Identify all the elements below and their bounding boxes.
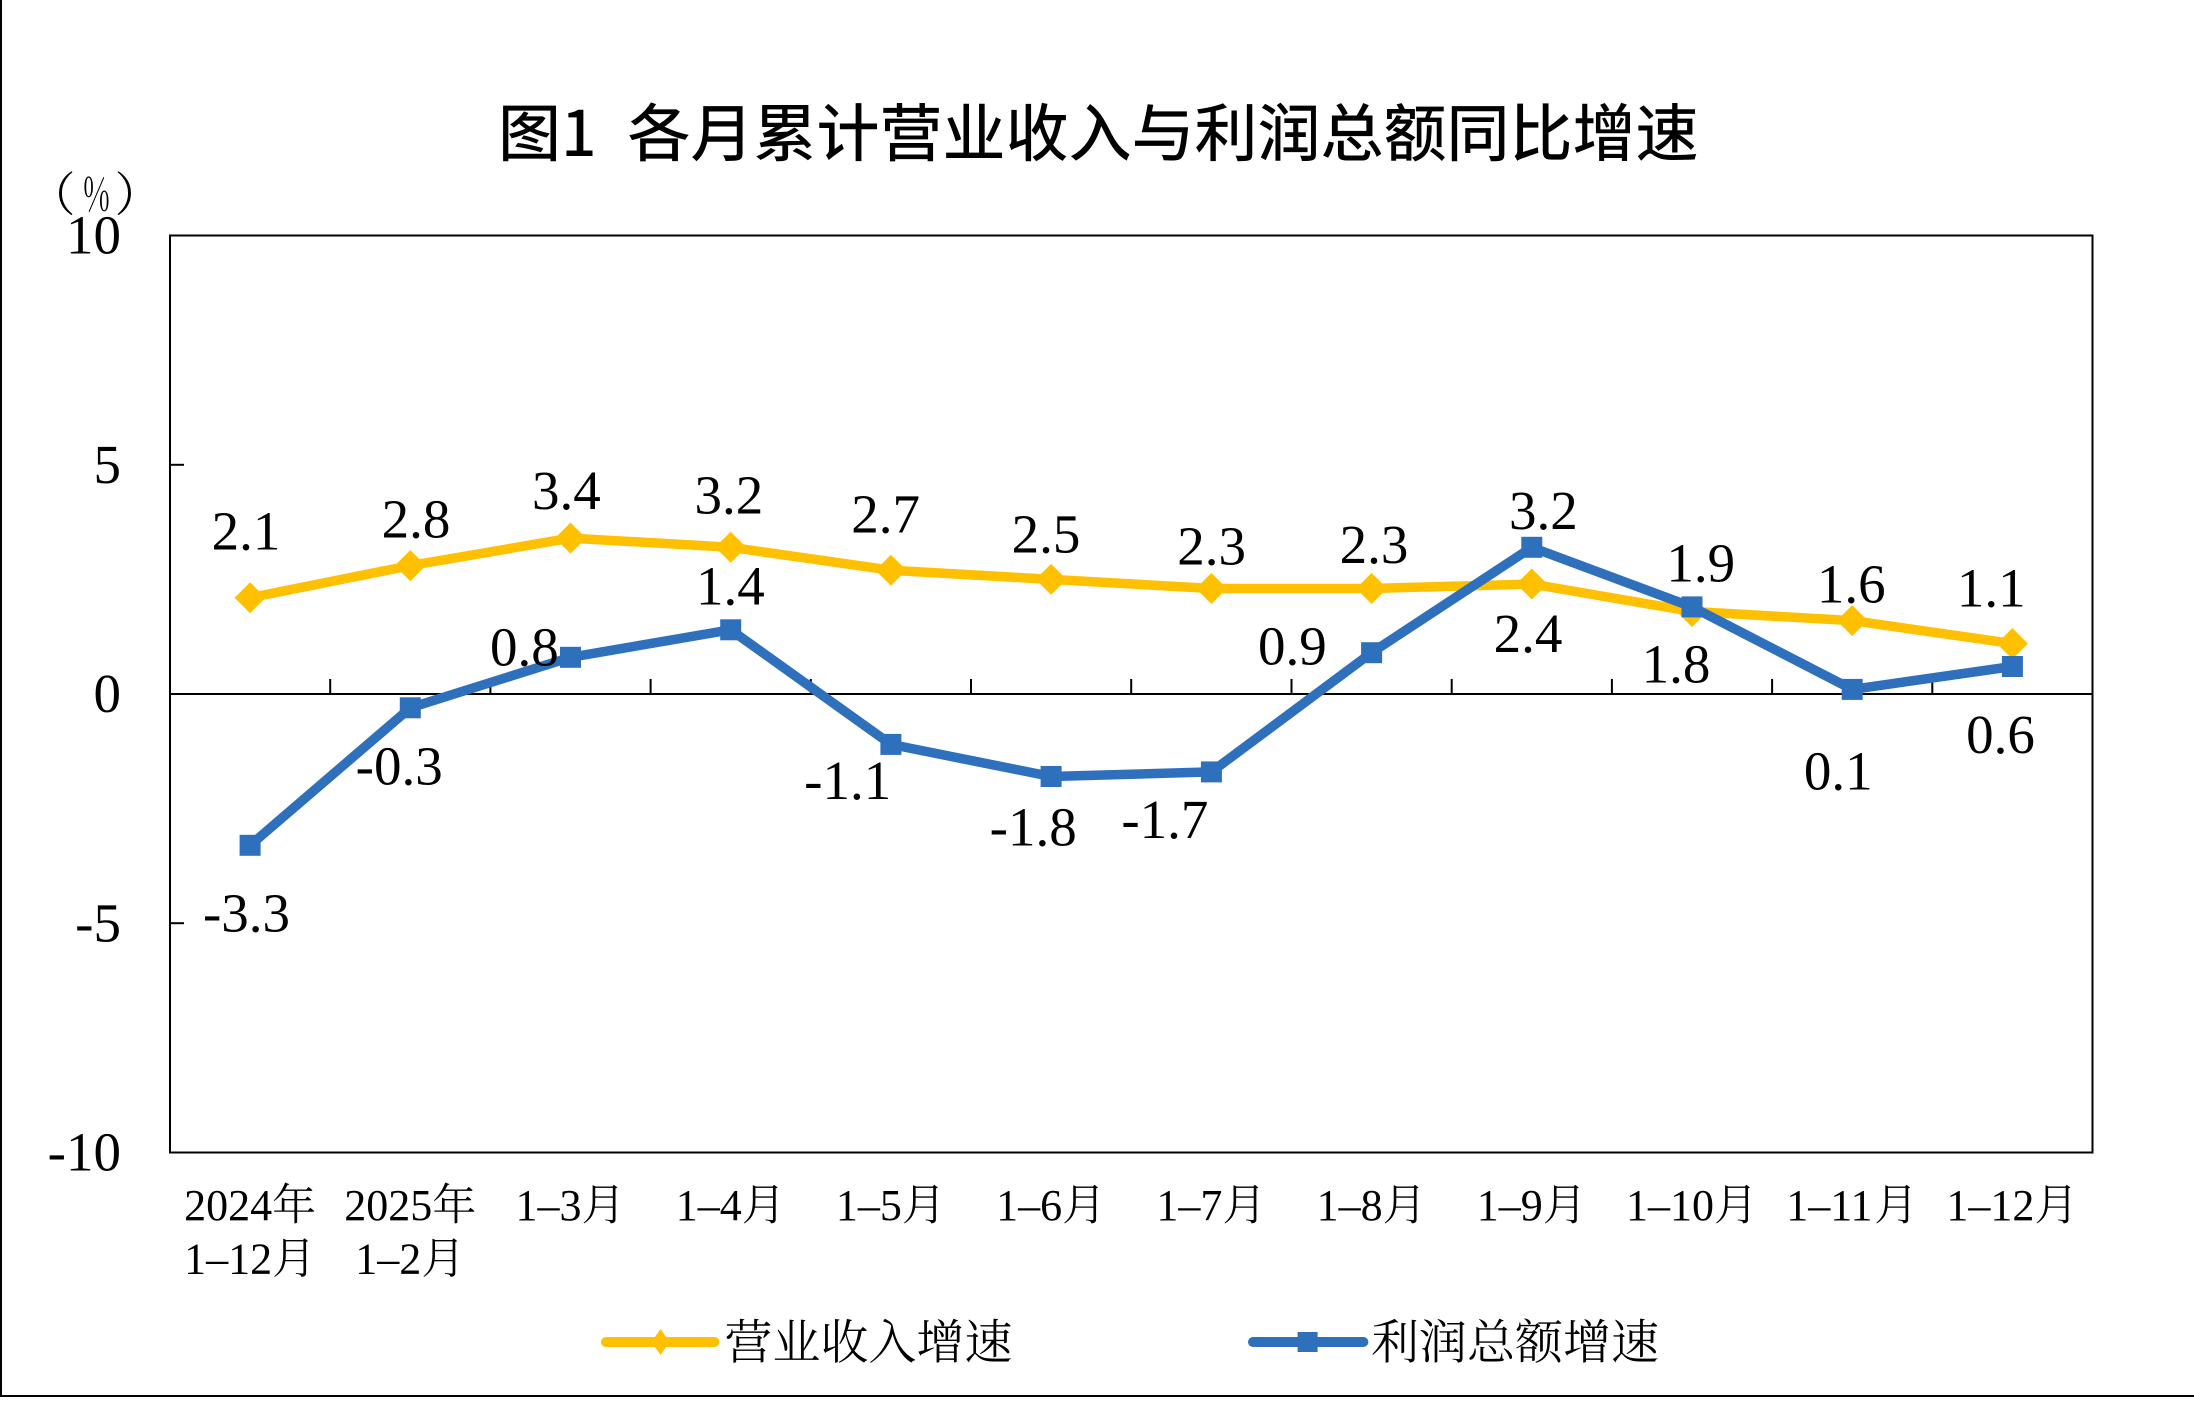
svg-text:-1.1: -1.1 — [804, 750, 891, 811]
svg-text:1–11: 1–11 — [1786, 1181, 1872, 1230]
svg-text:1.4: 1.4 — [696, 556, 765, 617]
svg-text:3.4: 3.4 — [532, 460, 601, 521]
svg-text:1–12: 1–12 — [1946, 1181, 2034, 1230]
svg-text:2.5: 2.5 — [1012, 504, 1081, 565]
svg-text:2024: 2024 — [184, 1181, 272, 1230]
svg-text:2.4: 2.4 — [1494, 603, 1563, 664]
svg-text:3.2: 3.2 — [1509, 480, 1578, 541]
svg-text:1.1: 1.1 — [1957, 557, 2026, 618]
svg-text:0: 0 — [94, 663, 122, 724]
svg-text:1–6: 1–6 — [996, 1181, 1062, 1230]
svg-text:2.8: 2.8 — [382, 489, 451, 550]
svg-text:3.2: 3.2 — [695, 465, 764, 526]
svg-text:1–9: 1–9 — [1477, 1181, 1543, 1230]
svg-text:0.8: 0.8 — [490, 616, 559, 677]
svg-text:2.1: 2.1 — [212, 501, 281, 562]
svg-text:-1.7: -1.7 — [1121, 789, 1208, 850]
svg-text:10: 10 — [66, 205, 121, 266]
svg-text:-0.3: -0.3 — [356, 735, 443, 796]
svg-text:0.9: 0.9 — [1258, 615, 1327, 676]
svg-text:1–2: 1–2 — [355, 1235, 421, 1284]
svg-text:1–8: 1–8 — [1317, 1181, 1383, 1230]
svg-text:-3.3: -3.3 — [203, 883, 290, 944]
svg-text:1.8: 1.8 — [1642, 634, 1711, 695]
svg-text:1–10: 1–10 — [1626, 1181, 1714, 1230]
svg-text:-10: -10 — [48, 1122, 121, 1183]
svg-text:1–7: 1–7 — [1156, 1181, 1222, 1230]
svg-text:2025: 2025 — [344, 1181, 432, 1230]
svg-text:2.7: 2.7 — [851, 483, 920, 544]
svg-text:1.6: 1.6 — [1817, 553, 1886, 614]
svg-text:1–4: 1–4 — [676, 1181, 742, 1230]
svg-text:5: 5 — [94, 434, 122, 495]
svg-text:0.1: 0.1 — [1804, 741, 1873, 802]
svg-text:-1.8: -1.8 — [990, 796, 1077, 857]
svg-text:2.3: 2.3 — [1340, 514, 1409, 575]
svg-text:0.6: 0.6 — [1966, 704, 2035, 765]
svg-text:1–12: 1–12 — [184, 1235, 272, 1284]
svg-text:1–5: 1–5 — [836, 1181, 902, 1230]
svg-text:1–3: 1–3 — [516, 1181, 582, 1230]
svg-text:2.3: 2.3 — [1177, 515, 1246, 576]
svg-text:-5: -5 — [75, 893, 121, 954]
svg-text:1.9: 1.9 — [1666, 532, 1735, 593]
